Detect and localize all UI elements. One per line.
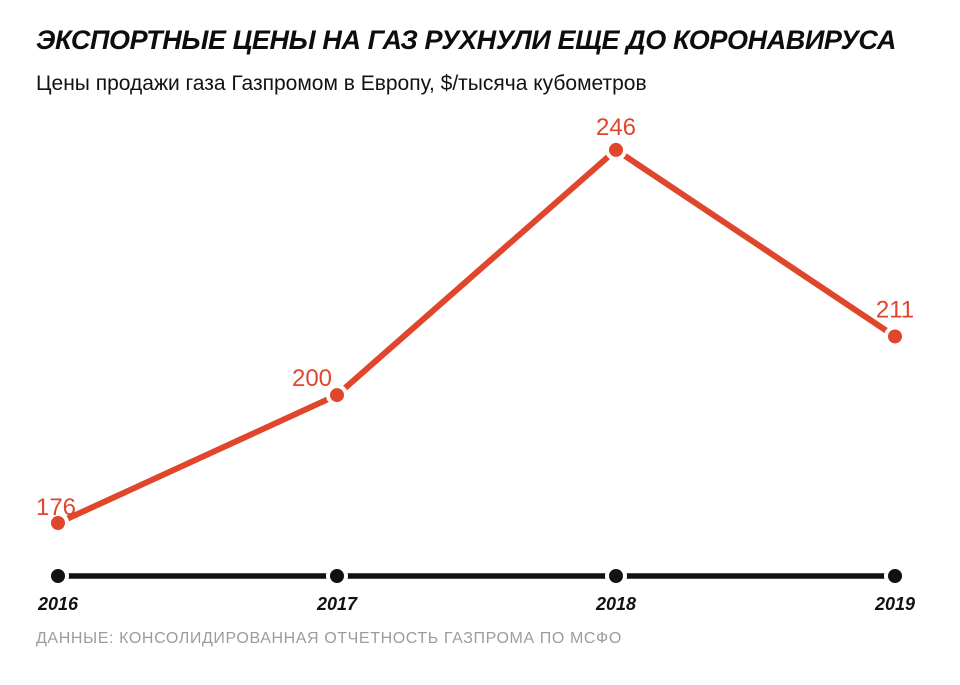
value-label-2018: 246 — [596, 114, 636, 141]
data-point-2017 — [326, 384, 348, 407]
x-tick-label-2017: 2017 — [316, 594, 358, 614]
x-tick-label-2019: 2019 — [874, 594, 915, 614]
value-label-2017: 200 — [292, 365, 332, 392]
data-point-2019 — [884, 325, 906, 348]
axis-dot-2018 — [605, 565, 627, 587]
axis-dot-2017 — [326, 565, 348, 587]
value-label-2019: 211 — [876, 296, 914, 323]
axis-dot-2016 — [47, 565, 69, 587]
value-label-2016: 176 — [36, 494, 76, 521]
data-point-2018 — [605, 138, 627, 161]
x-tick-label-2016: 2016 — [37, 594, 79, 614]
chart-title: ЭКСПОРТНЫЕ ЦЕНЫ НА ГАЗ РУХНУЛИ ЕЩЕ ДО КО… — [36, 25, 896, 55]
axis-dot-2019 — [884, 565, 906, 587]
source-note: ДАННЫЕ: КОНСОЛИДИРОВАННАЯ ОТЧЕТНОСТЬ ГАЗ… — [36, 630, 622, 647]
series-line — [56, 146, 897, 526]
chart-subtitle: Цены продажи газа Газпромом в Европу, $/… — [36, 72, 647, 95]
x-tick-label-2018: 2018 — [595, 594, 636, 614]
data-point-2016 — [47, 512, 69, 534]
